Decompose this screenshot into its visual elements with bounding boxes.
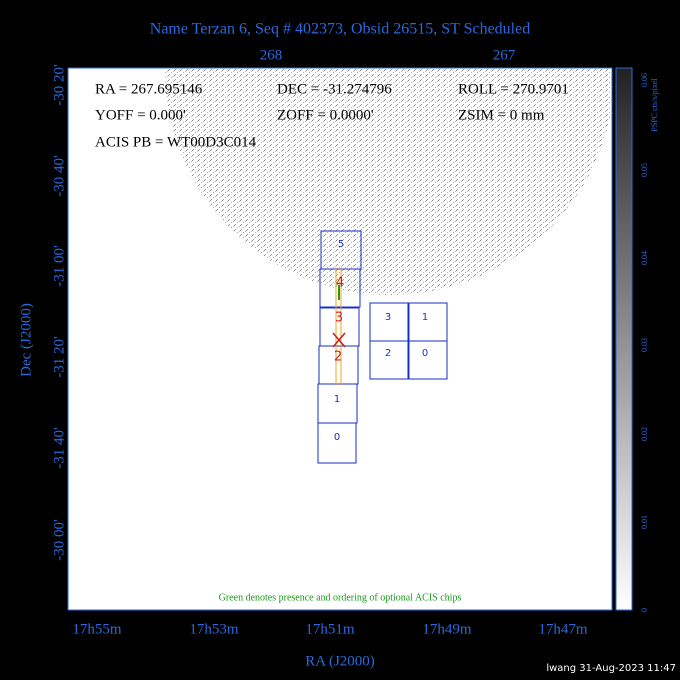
colorbar-tick-label: 0.06 xyxy=(640,73,649,87)
x-axis-label: RA (J2000) xyxy=(305,653,375,669)
chip-label: 5 xyxy=(338,239,344,250)
top-tick-label: 267 xyxy=(493,47,516,63)
bottom-tick-label: 17h55m xyxy=(72,621,122,637)
info-text: DEC = -31.274796 xyxy=(277,81,392,97)
chips xyxy=(317,230,448,464)
top-tick-label: 268 xyxy=(260,47,283,63)
info-text: ZOFF = 0.0000' xyxy=(277,107,374,123)
bottom-tick-label: 17h53m xyxy=(189,621,239,637)
bottom-tick-label: 17h51m xyxy=(305,621,355,637)
chip-label: 2 xyxy=(385,348,391,359)
chip-label: 2 xyxy=(334,350,342,365)
left-tick-label: -30 40' xyxy=(51,155,67,197)
colorbar-tick-label: 0.05 xyxy=(640,163,649,177)
chip-label: 1 xyxy=(422,312,428,323)
info-text: YOFF = 0.000' xyxy=(95,107,186,123)
colorbar-tick-label: 0 xyxy=(640,608,649,612)
note: Green denotes presence and ordering of o… xyxy=(219,592,462,603)
title: Name Terzan 6, Seq # 402373, Obsid 26515… xyxy=(150,21,530,38)
footer: lwang 31-Aug-2023 11:47 xyxy=(546,663,676,674)
colorbar-tick-label: 0.01 xyxy=(640,515,649,529)
chip-label: 1 xyxy=(334,394,340,405)
bottom-tick-label: 17h49m xyxy=(422,621,472,637)
left-tick-label: -31 00' xyxy=(51,245,67,287)
info-text: ZSIM = 0 mm xyxy=(458,107,545,123)
left-tick-label: -30 00' xyxy=(51,519,67,561)
chip-label: 3 xyxy=(385,312,391,323)
pspc-image xyxy=(165,68,612,295)
colorbar-label: PSPC cts/s/pixel xyxy=(650,78,659,132)
left-tick-label: -31 40' xyxy=(51,427,67,469)
chip-label: 0 xyxy=(334,432,340,443)
info-text: ROLL = 270.9701 xyxy=(458,81,569,97)
colorbar-tick-label: 0.02 xyxy=(640,427,649,441)
left-tick-label: -31 20' xyxy=(51,336,67,378)
colorbar xyxy=(615,67,633,611)
y-axis-label: Dec (J2000) xyxy=(18,303,34,377)
colorbar-tick-label: 0.04 xyxy=(640,251,649,265)
info-text: RA = 267.695146 xyxy=(95,81,203,97)
bottom-tick-label: 17h47m xyxy=(538,621,588,637)
chip-label: 4 xyxy=(336,276,344,291)
chip-label: 0 xyxy=(422,348,428,359)
colorbar-tick-label: 0.03 xyxy=(640,338,649,352)
info-text: ACIS PB = WT00D3C014 xyxy=(95,134,257,150)
left-tick-label: -30 20' xyxy=(51,64,67,106)
chip-label: 3 xyxy=(335,311,343,326)
